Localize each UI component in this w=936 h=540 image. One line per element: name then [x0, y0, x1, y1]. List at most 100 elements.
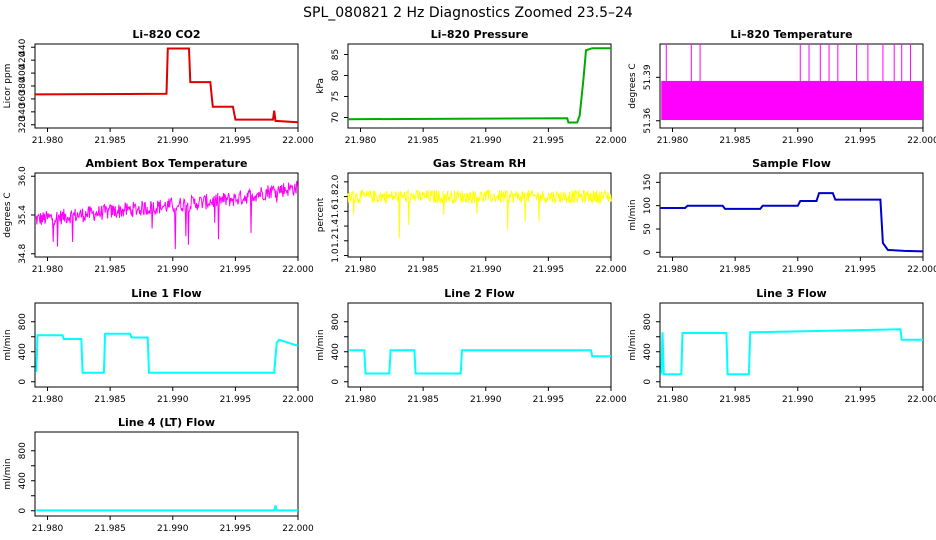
panel-line3: Line 3 Flow 21.980 21.985 21.990 21.995 22.00…: [628, 287, 936, 405]
x-tick-label: 21.990: [157, 265, 189, 275]
y-tick-label: 50: [643, 223, 653, 235]
x-tick-label: 21.980: [32, 265, 64, 275]
panel-title: Ambient Box Temperature: [86, 157, 248, 170]
x-tick-label: 21.980: [657, 395, 689, 405]
panel-line4: Line 4 (LT) Flow 21.980 21.985 21.990 21.995…: [3, 416, 314, 534]
y-tick-label: 100: [643, 197, 653, 214]
y-tick-label: 400: [643, 343, 653, 360]
series-rh: [347, 189, 612, 239]
y-tick-label: 34.8: [18, 243, 28, 263]
x-tick-label: 21.985: [94, 136, 126, 146]
x-tick-label: 21.995: [220, 524, 252, 534]
x-tick-label: 21.995: [533, 136, 565, 146]
y-tick-label: 0: [18, 508, 28, 514]
plot-frame: [347, 43, 612, 129]
series-co2: [34, 47, 299, 124]
x-tick-label: 21.985: [407, 136, 439, 146]
x-tick-label: 21.995: [220, 395, 252, 405]
plot-frame: [34, 302, 299, 388]
y-axis-label: degrees C: [3, 192, 13, 237]
x-tick-label: 21.990: [782, 395, 814, 405]
x-tick-label: 21.980: [32, 524, 64, 534]
y-tick-label: 1.4: [331, 219, 341, 234]
x-tick-label: 21.980: [32, 136, 64, 146]
series-ambient: [34, 180, 299, 250]
y-axis-label: degrees C: [628, 63, 638, 108]
panel-title: Li–820 Pressure: [431, 28, 529, 41]
y-tick-label: 1.2: [331, 234, 341, 248]
y-tick-label: 51.36: [643, 108, 653, 134]
plot-frame: [659, 172, 924, 258]
series-line: [347, 189, 612, 239]
y-tick-label: 340: [18, 103, 28, 120]
plot-frame: [347, 172, 612, 258]
series-band: [661, 80, 923, 121]
series-line2: [349, 349, 611, 375]
y-tick-label: 400: [18, 64, 28, 81]
x-tick-label: 22.000: [282, 524, 314, 534]
y-tick-label: 800: [331, 313, 341, 330]
x-tick-label: 21.990: [157, 136, 189, 146]
series-pressure: [347, 47, 611, 124]
x-tick-label: 21.990: [157, 395, 189, 405]
panel-title: Sample Flow: [752, 157, 831, 170]
series-line: [660, 192, 924, 253]
y-axis-label: percent: [316, 197, 326, 232]
x-tick-label: 21.980: [345, 265, 377, 275]
y-tick-label: 70: [331, 112, 341, 124]
x-tick-label: 21.995: [220, 265, 252, 275]
y-axis-label: ml/min: [3, 329, 13, 360]
x-tick-label: 21.985: [719, 395, 751, 405]
panel-rh: Gas Stream RH 21.980 21.985 21.990 21.995 22.…: [316, 157, 627, 275]
y-tick-label: 320: [18, 116, 28, 133]
panel-pressure: Li–820 Pressure 21.980 21.985 21.990 21.995 2…: [316, 28, 627, 146]
panels: Li–820 CO2 21.980 21.985 21.990 21.995 22.000…: [3, 28, 936, 534]
y-tick-label: 380: [18, 77, 28, 94]
x-tick-label: 22.000: [907, 395, 936, 405]
x-tick-label: 21.985: [94, 395, 126, 405]
series-line1: [35, 332, 299, 374]
x-tick-label: 21.995: [533, 265, 565, 275]
y-tick-label: 1.0: [331, 248, 341, 263]
panel-title: Line 3 Flow: [756, 287, 826, 300]
y-tick-label: 400: [18, 472, 28, 489]
x-tick-label: 21.990: [157, 524, 189, 534]
panel-title: Gas Stream RH: [433, 157, 526, 170]
panel-title: Line 1 Flow: [131, 287, 201, 300]
x-tick-label: 22.000: [907, 136, 936, 146]
x-tick-label: 21.980: [345, 136, 377, 146]
y-tick-label: 800: [18, 313, 28, 330]
y-tick-label: 0: [18, 379, 28, 385]
x-tick-label: 21.990: [782, 265, 814, 275]
y-axis-label: ml/min: [316, 329, 326, 360]
series-sample: [660, 192, 924, 253]
y-tick-label: 85: [331, 49, 341, 60]
x-tick-label: 22.000: [595, 136, 627, 146]
y-tick-label: 1.6: [331, 204, 341, 219]
y-tick-label: 800: [18, 442, 28, 459]
series-line: [347, 47, 611, 124]
panel-title: Li–820 CO2: [132, 28, 200, 41]
y-tick-label: 800: [643, 313, 653, 330]
x-tick-label: 21.995: [533, 395, 565, 405]
panel-title: Line 4 (LT) Flow: [118, 416, 215, 429]
series-line: [34, 180, 299, 250]
x-tick-label: 21.985: [407, 395, 439, 405]
x-tick-label: 21.990: [470, 395, 502, 405]
series-temperature: [661, 43, 923, 121]
plot-frame: [347, 302, 612, 388]
panel-temperature: Li–820 Temperature 21.980 21.985 21.990 21.9…: [628, 28, 936, 146]
x-tick-label: 21.980: [345, 395, 377, 405]
x-tick-label: 21.995: [845, 395, 877, 405]
x-tick-label: 21.990: [470, 265, 502, 275]
x-tick-label: 21.995: [845, 265, 877, 275]
x-tick-label: 21.980: [657, 265, 689, 275]
plot-frame: [659, 302, 924, 388]
y-tick-label: 0: [643, 249, 653, 255]
panel-line1: Line 1 Flow 21.980 21.985 21.990 21.995 22.00…: [3, 287, 314, 405]
x-tick-label: 21.985: [407, 265, 439, 275]
y-tick-label: 2.0: [331, 174, 341, 189]
panel-line2: Line 2 Flow 21.980 21.985 21.990 21.995 22.00…: [316, 287, 627, 405]
x-tick-label: 21.990: [470, 136, 502, 146]
